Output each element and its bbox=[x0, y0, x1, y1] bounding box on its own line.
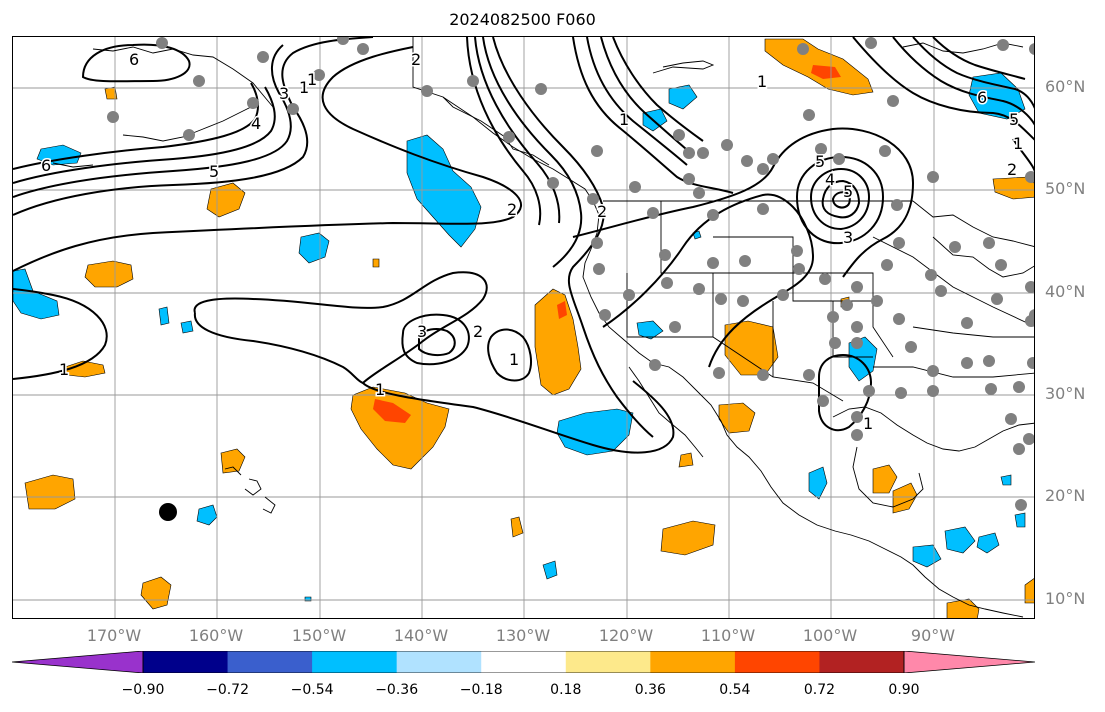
contour-label: 5 bbox=[815, 152, 825, 171]
contour-label: 3 bbox=[279, 84, 289, 103]
colorbar-tick-label: 0.54 bbox=[719, 682, 751, 698]
colorbar-segment bbox=[650, 651, 736, 673]
contour-label: 1 bbox=[375, 380, 385, 399]
colorbar-tick-label: −0.54 bbox=[290, 682, 334, 698]
contour-label: 2 bbox=[473, 322, 483, 341]
lat-label-30n: 30°N bbox=[1045, 384, 1086, 403]
contour-label: 3 bbox=[417, 322, 427, 341]
colorbar-tick-label: 0.18 bbox=[550, 682, 582, 698]
colorbar-tick-label: 0.90 bbox=[888, 682, 920, 698]
colorbar-extend-max bbox=[904, 651, 1035, 673]
contour-label: 1 bbox=[863, 414, 873, 433]
contour-label: 4 bbox=[825, 170, 835, 189]
lon-label-100w: 100°W bbox=[802, 626, 858, 645]
contour-label: 2 bbox=[411, 50, 421, 69]
contour-label: 6 bbox=[129, 50, 139, 69]
colorbar-tick-label: −0.18 bbox=[459, 682, 503, 698]
contour-label: 4 bbox=[251, 114, 261, 133]
contour-label: 1 bbox=[619, 110, 629, 129]
colorbar-tick-label: 0.72 bbox=[803, 682, 836, 698]
lat-label-50n: 50°N bbox=[1045, 179, 1086, 198]
colorbar bbox=[12, 651, 1035, 673]
lon-label-140w: 140°W bbox=[393, 626, 449, 645]
lon-label-170w: 170°W bbox=[86, 626, 142, 645]
contour-label: 1 bbox=[299, 78, 309, 97]
colorbar-segments bbox=[12, 651, 1035, 673]
contour-label: 1 bbox=[757, 72, 767, 91]
lat-label-40n: 40°N bbox=[1045, 282, 1086, 301]
colorbar-segment bbox=[565, 651, 651, 673]
negative-anomaly-regions bbox=[13, 72, 1026, 602]
positive-anomaly-regions bbox=[24, 38, 1034, 618]
lat-label-20n: 20°N bbox=[1045, 486, 1086, 505]
lon-label-90w: 90°W bbox=[910, 626, 956, 645]
contour-label: 6 bbox=[41, 156, 51, 175]
storm-center-marker bbox=[159, 503, 177, 521]
contour-label: 3 bbox=[843, 228, 853, 247]
lat-label-10n: 10°N bbox=[1045, 589, 1086, 608]
colorbar-segment bbox=[227, 651, 313, 673]
contour-label: 1 bbox=[59, 360, 69, 379]
weather-map: 6 5 4 3 2 1 2 1 1 2 5 6 3 1 1 5 4 3 2 1 … bbox=[13, 37, 1034, 618]
lon-label-110w: 110°W bbox=[700, 626, 756, 645]
contour-label: 5 bbox=[1009, 110, 1019, 129]
lon-label-160w: 160°W bbox=[188, 626, 244, 645]
contour-label: 5 bbox=[209, 162, 219, 181]
observation-stations bbox=[107, 37, 1034, 511]
colorbar-tick-label: 0.36 bbox=[634, 682, 666, 698]
contour-label: 1 bbox=[509, 350, 519, 369]
colorbar-segment bbox=[819, 651, 905, 673]
contour-labels: 6 5 4 3 2 1 2 1 1 2 5 6 3 1 1 5 4 3 2 1 … bbox=[40, 49, 1025, 435]
contour-label: 2 bbox=[597, 202, 607, 221]
contour-lines bbox=[13, 37, 1034, 454]
contour-label: 1 bbox=[1013, 134, 1023, 153]
strong-positive-regions bbox=[373, 65, 841, 423]
lat-label-60n: 60°N bbox=[1045, 77, 1086, 96]
colorbar-extend-min bbox=[12, 651, 143, 673]
lon-label-130w: 130°W bbox=[495, 626, 551, 645]
colorbar-tick-label: −0.36 bbox=[375, 682, 419, 698]
colorbar-segment bbox=[312, 651, 398, 673]
contour-label: 1 bbox=[307, 70, 317, 89]
lon-label-120w: 120°W bbox=[598, 626, 654, 645]
contour-label: 6 bbox=[977, 88, 987, 107]
colorbar-tick-label: −0.90 bbox=[121, 682, 165, 698]
lon-label-150w: 150°W bbox=[291, 626, 347, 645]
map-title: 2024082500 F060 bbox=[449, 10, 596, 29]
contour-label: 2 bbox=[507, 200, 517, 219]
colorbar-segment bbox=[396, 651, 482, 673]
colorbar-segment bbox=[143, 651, 229, 673]
contour-label: 5 bbox=[843, 182, 853, 201]
map-panel: 6 5 4 3 2 1 2 1 1 2 5 6 3 1 1 5 4 3 2 1 … bbox=[12, 36, 1035, 619]
colorbar-segment bbox=[734, 651, 820, 673]
contour-label: 2 bbox=[1007, 160, 1017, 179]
colorbar-tick-label: −0.72 bbox=[206, 682, 249, 698]
colorbar-segment bbox=[481, 651, 567, 673]
